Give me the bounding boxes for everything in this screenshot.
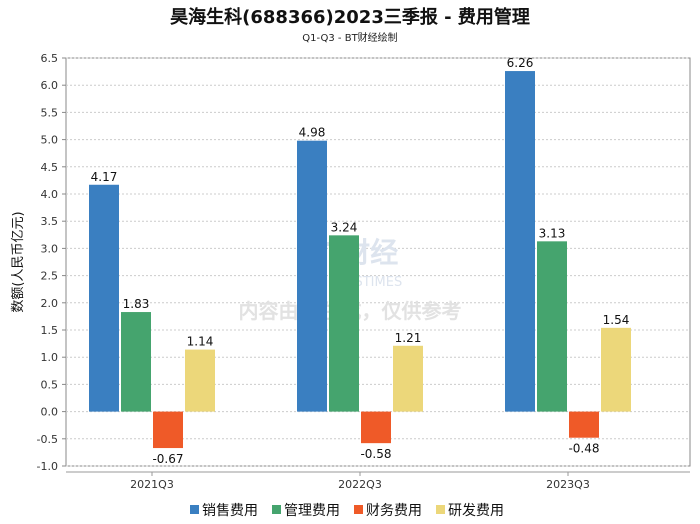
x-tick-label: 2021Q3 bbox=[130, 478, 174, 491]
data-label: -0.48 bbox=[568, 442, 599, 456]
data-label: -0.58 bbox=[360, 447, 391, 461]
y-tick-label: 5.0 bbox=[41, 134, 59, 147]
chart-title: 昊海生科(688366)2023三季报 - 费用管理 bbox=[170, 6, 530, 28]
x-tick-label: 2023Q3 bbox=[546, 478, 590, 491]
data-label: 3.13 bbox=[539, 226, 566, 240]
legend-label: 管理费用 bbox=[284, 503, 340, 519]
legend-label: 研发费用 bbox=[448, 503, 504, 519]
bar-2022Q3-销售费用 bbox=[297, 140, 327, 412]
y-tick-label: 1.5 bbox=[41, 324, 59, 337]
data-label: -0.67 bbox=[152, 452, 183, 466]
legend-swatch bbox=[354, 505, 363, 514]
bar-2022Q3-研发费用 bbox=[393, 345, 423, 412]
bar-2023Q3-销售费用 bbox=[505, 71, 535, 412]
data-label: 4.17 bbox=[91, 170, 118, 184]
chart-subtitle: Q1-Q3 - BT财经绘制 bbox=[302, 31, 397, 44]
y-tick-label: 5.5 bbox=[41, 106, 59, 119]
y-tick-label: 3.5 bbox=[41, 215, 59, 228]
y-axis-label: 数额(人民币亿元) bbox=[11, 211, 26, 312]
y-tick-label: 0.0 bbox=[41, 406, 59, 419]
y-tick-label: 4.5 bbox=[41, 161, 59, 174]
data-label: 3.24 bbox=[331, 220, 358, 234]
bar-2023Q3-财务费用 bbox=[569, 411, 599, 438]
legend-swatch bbox=[436, 505, 445, 514]
bar-2023Q3-管理费用 bbox=[537, 241, 567, 412]
x-tick-label: 2022Q3 bbox=[338, 478, 382, 491]
data-label: 1.21 bbox=[395, 331, 422, 345]
bar-2021Q3-管理费用 bbox=[121, 312, 151, 412]
bar-2021Q3-销售费用 bbox=[89, 184, 119, 412]
bar-2022Q3-管理费用 bbox=[329, 235, 359, 412]
data-label: 4.98 bbox=[299, 126, 326, 140]
y-tick-label: 0.5 bbox=[41, 378, 59, 391]
legend-swatch bbox=[190, 505, 199, 514]
y-tick-label: -0.5 bbox=[37, 433, 58, 446]
data-label: 6.26 bbox=[507, 56, 534, 70]
data-label: 1.54 bbox=[603, 313, 630, 327]
y-tick-label: 3.0 bbox=[41, 242, 59, 255]
y-tick-label: -1.0 bbox=[37, 460, 58, 473]
plot-area bbox=[65, 57, 691, 467]
bar-2021Q3-财务费用 bbox=[153, 411, 183, 449]
y-tick-label: 6.0 bbox=[41, 79, 59, 92]
bar-2022Q3-财务费用 bbox=[361, 411, 391, 444]
legend-swatch bbox=[272, 505, 281, 514]
y-tick-label: 6.5 bbox=[41, 52, 59, 65]
legend-label: 销售费用 bbox=[202, 503, 258, 519]
data-label: 1.14 bbox=[187, 335, 214, 349]
legend-label: 财务费用 bbox=[366, 503, 422, 519]
bar-2021Q3-研发费用 bbox=[185, 349, 215, 412]
y-tick-label: 1.0 bbox=[41, 351, 59, 364]
bar-2023Q3-研发费用 bbox=[601, 327, 631, 412]
y-tick-label: 4.0 bbox=[41, 188, 59, 201]
data-label: 1.83 bbox=[123, 297, 150, 311]
y-tick-label: 2.5 bbox=[41, 270, 59, 283]
y-tick-label: 2.0 bbox=[41, 297, 59, 310]
